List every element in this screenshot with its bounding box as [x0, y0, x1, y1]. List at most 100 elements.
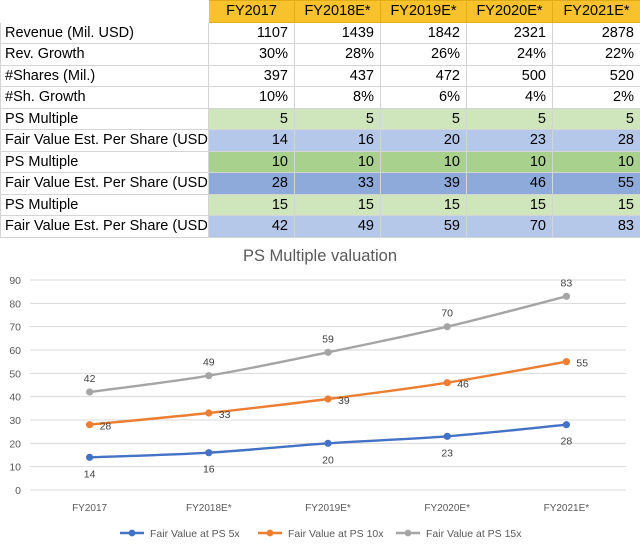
- table-cell: 10: [553, 151, 640, 173]
- row-label: PS Multiple: [1, 151, 209, 173]
- row-share-growth: #Sh. Growth 10% 8% 6% 4% 2%: [1, 87, 640, 109]
- header-fy2020: FY2020E*: [467, 1, 553, 23]
- x-tick-label: FY2018E*: [186, 503, 232, 514]
- table-cell: 1842: [381, 22, 467, 44]
- row-shares: #Shares (Mil.) 397 437 472 500 520: [1, 65, 640, 87]
- table-cell: 20: [381, 130, 467, 152]
- y-tick-label: 50: [9, 368, 21, 380]
- legend-marker: [129, 530, 136, 537]
- table-cell: 22%: [553, 44, 640, 66]
- y-tick-label: 40: [9, 392, 21, 404]
- table-cell: 1439: [295, 22, 381, 44]
- table-cell: 5: [553, 108, 640, 130]
- data-point: [86, 388, 93, 395]
- table-cell: 2878: [553, 22, 640, 44]
- table-cell: 2%: [553, 87, 640, 109]
- line-chart: PS Multiple valuation 0 10 20 30 40 50 60 70 80 90…: [0, 235, 640, 552]
- data-label: 42: [84, 373, 96, 385]
- y-tick-label: 30: [9, 415, 21, 427]
- row-ps-multiple-5x: PS Multiple 5 5 5 5 5: [1, 108, 640, 130]
- legend-marker: [267, 530, 274, 537]
- table-cell: 15: [295, 194, 381, 216]
- data-point: [324, 440, 331, 447]
- table-cell: 49: [295, 216, 381, 238]
- data-label: 28: [100, 421, 112, 433]
- table-cell: 472: [381, 65, 467, 87]
- table-cell: 2321: [467, 22, 553, 44]
- data-label: 70: [441, 308, 453, 320]
- table-cell: 23: [467, 130, 553, 152]
- data-label: 83: [561, 277, 573, 289]
- data-point: [205, 372, 212, 379]
- x-tick-label: FY2021E*: [544, 503, 590, 514]
- header-fy2018: FY2018E*: [295, 1, 381, 23]
- series-line: [90, 362, 567, 425]
- y-tick-label: 0: [15, 485, 21, 497]
- data-point: [205, 449, 212, 456]
- data-label: 16: [203, 464, 215, 476]
- table-cell: 14: [209, 130, 295, 152]
- legend-marker: [405, 530, 412, 537]
- y-tick-label: 80: [9, 298, 21, 310]
- data-point: [444, 323, 451, 330]
- data-label: 33: [219, 409, 231, 421]
- table-cell: 28: [553, 130, 640, 152]
- table-cell: 5: [209, 108, 295, 130]
- data-label: 49: [203, 357, 215, 369]
- table-cell: 500: [467, 65, 553, 87]
- data-label: 55: [576, 358, 588, 370]
- table-cell: 437: [295, 65, 381, 87]
- table-cell: 5: [467, 108, 553, 130]
- table-cell: 15: [209, 194, 295, 216]
- x-tick-label: FY2019E*: [305, 503, 351, 514]
- data-point: [324, 395, 331, 402]
- table-cell: 8%: [295, 87, 381, 109]
- table-cell: 30%: [209, 44, 295, 66]
- chart-title: PS Multiple valuation: [243, 247, 397, 265]
- row-fair-value-10x: Fair Value Est. Per Share (USD) 28 33 39…: [1, 173, 640, 195]
- row-label: Rev. Growth: [1, 44, 209, 66]
- row-label: Revenue (Mil. USD): [1, 22, 209, 44]
- x-tick-label: FY2020E*: [424, 503, 470, 514]
- table-cell: 520: [553, 65, 640, 87]
- data-point: [563, 358, 570, 365]
- chart-container: PS Multiple valuation 0 10 20 30 40 50 60 70 80 90…: [0, 235, 640, 552]
- header-fy2021: FY2021E*: [553, 1, 640, 23]
- table-cell: 55: [553, 173, 640, 195]
- table-cell: 397: [209, 65, 295, 87]
- table-cell: 15: [467, 194, 553, 216]
- y-tick-label: 20: [9, 438, 21, 450]
- data-label: 28: [561, 436, 573, 448]
- data-point: [563, 421, 570, 428]
- data-label: 46: [457, 379, 469, 391]
- table-cell: 15: [381, 194, 467, 216]
- y-tick-label: 60: [9, 345, 21, 357]
- row-fair-value-5x: Fair Value Est. Per Share (USD) 14 16 20…: [1, 130, 640, 152]
- row-label: PS Multiple: [1, 194, 209, 216]
- table-cell: 10: [381, 151, 467, 173]
- y-tick-label: 70: [9, 322, 21, 334]
- table-cell: 16: [295, 130, 381, 152]
- table-cell: 6%: [381, 87, 467, 109]
- y-tick-label: 10: [9, 462, 21, 474]
- data-point: [86, 421, 93, 428]
- row-label: Fair Value Est. Per Share (USD): [1, 130, 209, 152]
- row-ps-multiple-15x: PS Multiple 15 15 15 15 15: [1, 194, 640, 216]
- table-cell: 46: [467, 173, 553, 195]
- row-label: Fair Value Est. Per Share (USD): [1, 173, 209, 195]
- table-cell: 28: [209, 173, 295, 195]
- row-rev-growth: Rev. Growth 30% 28% 26% 24% 22%: [1, 44, 640, 66]
- data-point: [444, 433, 451, 440]
- table-cell: 28%: [295, 44, 381, 66]
- data-point: [563, 293, 570, 300]
- table-cell: 26%: [381, 44, 467, 66]
- table-cell: 10: [295, 151, 381, 173]
- row-label: #Sh. Growth: [1, 87, 209, 109]
- table-cell: 10: [467, 151, 553, 173]
- table-cell: 4%: [467, 87, 553, 109]
- data-label: 39: [338, 395, 350, 407]
- table-cell: 10: [209, 151, 295, 173]
- y-tick-label: 90: [9, 275, 21, 287]
- table-cell: 10%: [209, 87, 295, 109]
- table-cell: 5: [381, 108, 467, 130]
